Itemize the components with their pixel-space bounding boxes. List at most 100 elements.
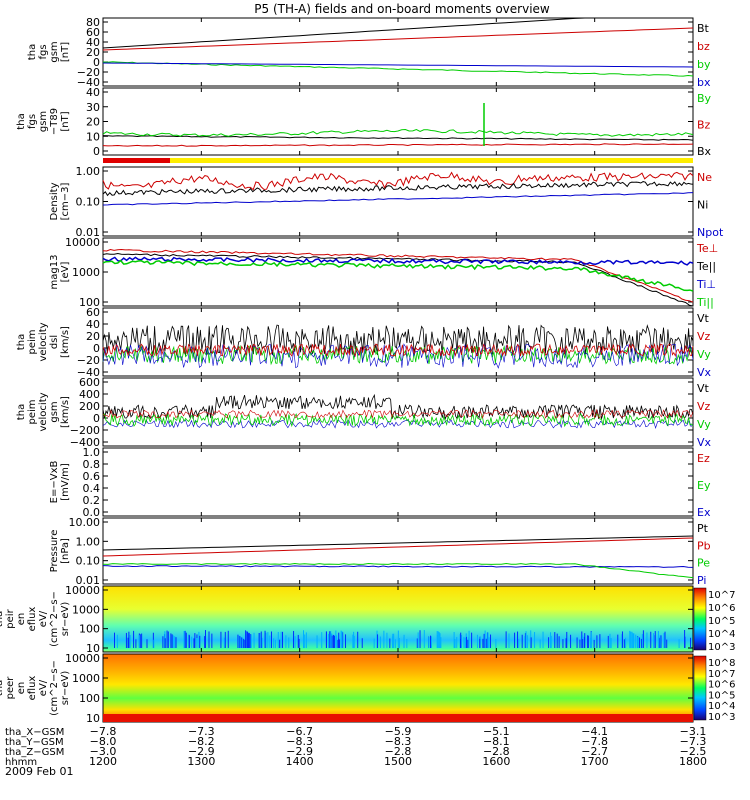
y-tick-label: 0.01 (76, 226, 101, 239)
y-tick-label: 80 (86, 16, 100, 29)
colorbar-tick-label: 10^8 (708, 658, 735, 669)
legend-Vy: Vy (697, 418, 711, 431)
legend-Bx: Bx (697, 145, 712, 158)
y-axis-label: gsm (49, 41, 60, 62)
ephemeris-value: −7.8 (581, 735, 608, 748)
legend-bz: bz (697, 40, 710, 53)
y-axis-label: eflux (27, 607, 38, 632)
y-tick-label: 0.10 (76, 555, 101, 568)
trace-Vy-dsl (102, 344, 694, 366)
y-axis-label: [eV] (60, 262, 71, 283)
y-axis-label: dsl (49, 335, 60, 349)
y-axis-label: sr−eV) (60, 602, 71, 637)
legend-by: by (697, 58, 711, 71)
legend-Vt: Vt (697, 312, 710, 325)
ephemeris-value: −8.3 (286, 735, 313, 748)
trace-Ne (102, 171, 694, 191)
legend-Vx: Vx (697, 436, 712, 449)
legend-Te||: Te|| (696, 260, 716, 273)
trace-res-Bz (102, 143, 694, 147)
y-tick-label: 10000 (65, 236, 100, 249)
legend-Ni: Ni (697, 199, 708, 212)
legend-Ex: Ex (697, 506, 711, 519)
y-tick-label: 0.0 (83, 506, 101, 519)
y-tick-label: 0.6 (83, 470, 101, 483)
ephemeris-value: −2.9 (286, 745, 313, 758)
legend-Pi: Pi (697, 574, 706, 587)
ephemeris-row-label: tha_X−GSM (5, 727, 64, 738)
chart-title: P5 (TH-A) fields and on-board moments ov… (254, 2, 550, 16)
ephemeris-value: −2.5 (680, 745, 707, 758)
colorbar-tick-label: 10^6 (708, 680, 735, 691)
ephemeris-value: −6.7 (286, 725, 313, 738)
panel-frame (102, 517, 694, 585)
y-tick-label: 60 (86, 306, 100, 319)
status-bar-red (103, 158, 170, 163)
trace-Bt (102, 17, 693, 49)
ephemeris-value: −7.8 (90, 725, 117, 738)
ephemeris-value: −3.0 (90, 745, 117, 758)
ephemeris-value: −8.2 (188, 735, 215, 748)
colorbar (693, 587, 707, 651)
y-axis-label: eV/ (38, 610, 49, 627)
y-axis-label: sr−eV) (60, 671, 71, 706)
colorbar-tick-label: 10^6 (708, 603, 735, 614)
y-axis-label: fgs (38, 44, 49, 59)
y-tick-label: −200 (70, 424, 100, 437)
y-axis-label: eV/ (38, 679, 49, 696)
y-axis-label: [nT] (60, 42, 71, 62)
colorbar-tick-label: 10^4 (708, 629, 735, 640)
y-axis-label: peim (27, 329, 38, 354)
y-tick-label: 0 (93, 56, 100, 69)
y-tick-label: 60 (86, 26, 100, 39)
legend-Pt: Pt (697, 522, 709, 535)
trace-Pe (102, 562, 694, 579)
trace-Vx-gsm (102, 419, 694, 430)
date-label: 2009 Feb 01 (5, 765, 73, 778)
y-tick-label: 200 (79, 400, 100, 413)
y-tick-label: 100 (79, 296, 100, 309)
y-axis-label: [km/s] (60, 396, 71, 428)
colorbar-tick-label: 10^3 (708, 712, 735, 723)
legend-Pe: Pe (697, 557, 710, 570)
ephemeris-value: −4.1 (581, 725, 608, 738)
status-bar-yellow (103, 158, 693, 163)
trace-Te-par (102, 252, 694, 307)
ephemeris-row-label: hhmm (5, 757, 37, 768)
trace-Pb (102, 537, 694, 557)
y-axis-label: eflux (27, 676, 38, 701)
y-axis-label: peer (5, 676, 16, 700)
y-axis-label: en (16, 613, 27, 626)
colorbar-tick-label: 10^5 (708, 690, 735, 701)
panel-3: 1.00 0.10 0.01 Density [cm−3] Ne Ni Npot (49, 165, 724, 239)
legend-Bz: Bz (697, 119, 711, 132)
ephemeris-value: 1200 (89, 755, 117, 768)
y-axis-label: mag13 (49, 255, 60, 290)
colorbar-tick-label: 10^3 (708, 642, 735, 653)
y-tick-label: 0.2 (83, 494, 101, 507)
y-axis-label: velocity (38, 322, 49, 361)
y-tick-label: 0 (93, 412, 100, 425)
y-tick-label: 10 (86, 712, 100, 725)
ephemeris-value: 1800 (679, 755, 707, 768)
ephemeris-value: −8.0 (90, 735, 117, 748)
y-axis-label: fgs (27, 114, 38, 129)
y-tick-label: −20 (77, 66, 100, 79)
y-tick-label: 20 (86, 330, 100, 343)
y-tick-label: 0.4 (83, 482, 101, 495)
y-tick-label: 20 (86, 46, 100, 59)
y-tick-label: 1000 (72, 672, 100, 685)
ephemeris-value: −2.9 (188, 745, 215, 758)
y-tick-label: 1000 (72, 266, 100, 279)
ephemeris-value: −2.7 (581, 745, 608, 758)
y-tick-label: 30 (86, 101, 100, 114)
y-tick-label: 0.10 (76, 196, 101, 209)
trace-Npot (102, 192, 694, 206)
ephemeris-value: 1600 (482, 755, 510, 768)
y-axis-label: [cm−3] (60, 183, 71, 221)
trace-Pt (102, 535, 694, 551)
y-tick-label: 1.0 (83, 446, 101, 459)
trace-bz (102, 27, 694, 51)
